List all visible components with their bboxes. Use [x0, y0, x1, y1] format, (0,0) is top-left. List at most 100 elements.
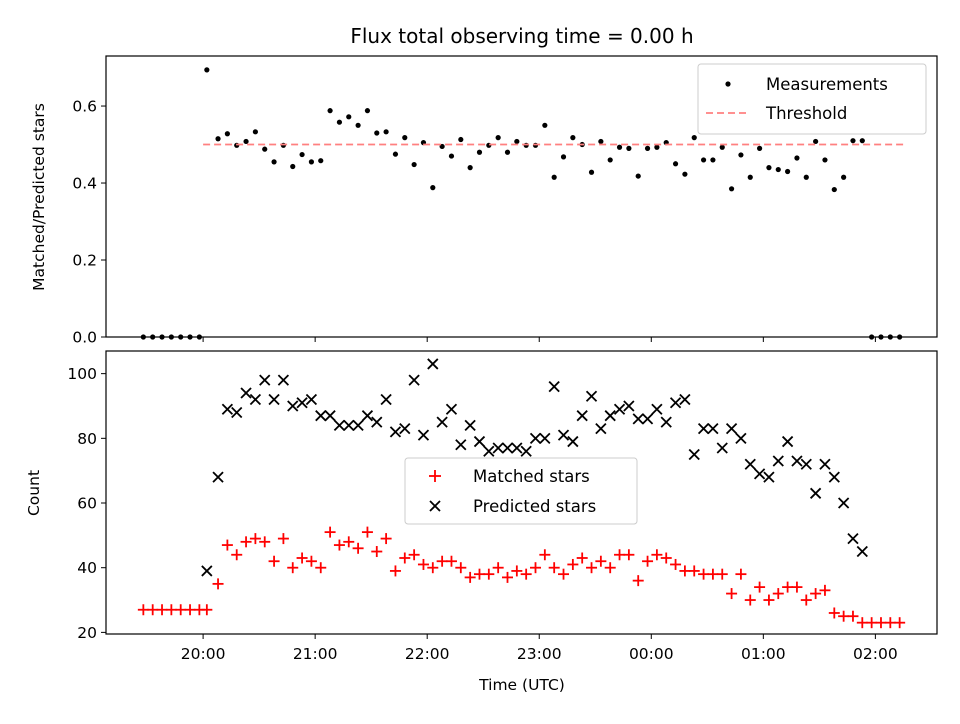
measurement-point: [635, 173, 641, 179]
matched-star-point: [828, 607, 840, 619]
matched-star-point: [352, 542, 364, 554]
measurement-point: [766, 165, 772, 171]
predicted-star-point: [595, 422, 607, 435]
matched-star-point: [427, 562, 439, 574]
predicted-star-point: [791, 455, 803, 467]
measurement-point: [813, 138, 819, 145]
legend-measurements-marker: [725, 81, 731, 87]
matched-star-point: [856, 617, 868, 629]
y-tick-label: 40: [77, 559, 97, 577]
matched-star-point: [604, 562, 616, 574]
predicted-star-point: [492, 442, 504, 454]
matched-star-point: [408, 549, 420, 561]
matched-star-point: [688, 565, 700, 577]
measurement-point: [448, 153, 455, 159]
measurement-point: [364, 108, 371, 114]
predicted-star-point: [268, 393, 280, 406]
predicted-star-point: [417, 429, 430, 441]
matched-star-point: [735, 568, 747, 580]
matched-star-point: [380, 533, 392, 545]
predicted-star-point: [380, 393, 392, 406]
measurement-point: [271, 159, 277, 165]
measurement-point: [262, 146, 268, 152]
predicted-star-point: [716, 442, 728, 454]
matched-star-point: [240, 536, 252, 548]
predicted-star-point: [259, 374, 271, 386]
measurement-point: [411, 161, 417, 168]
predicted-star-point: [473, 435, 486, 448]
measurement-point: [383, 129, 389, 135]
matched-star-point: [642, 555, 654, 567]
y-tick-label: 0.4: [72, 175, 97, 193]
measurement-point: [682, 171, 688, 177]
predicted-star-point: [483, 445, 495, 457]
matched-star-point: [782, 581, 794, 593]
matched-star-point: [819, 584, 831, 596]
predicted-star-point: [501, 442, 514, 454]
bottom-y-axis-label: Count: [25, 470, 43, 516]
y-tick-label: 0.6: [72, 98, 97, 116]
matched-star-point: [184, 604, 196, 616]
matched-star-point: [567, 558, 579, 570]
matched-star-point: [399, 552, 411, 564]
measurement-point: [551, 174, 557, 180]
matched-star-point: [277, 533, 289, 545]
matched-star-point: [137, 604, 149, 616]
bottom-x-axis: 20:00 21:00 22:00 23:00 00:00 01:00 02:00: [181, 634, 898, 663]
predicted-star-point: [847, 532, 859, 545]
predicted-star-point: [669, 397, 682, 409]
measurement-point: [290, 163, 296, 170]
matched-star-point: [670, 558, 682, 570]
predicted-star-point: [240, 387, 252, 399]
measurement-point: [458, 136, 464, 143]
measurement-point: [756, 145, 763, 151]
measurement-point: [626, 145, 632, 151]
matched-star-point: [231, 549, 243, 561]
measurement-point: [719, 144, 725, 150]
matched-star-point: [221, 539, 233, 551]
predicted-star-point: [809, 487, 822, 499]
bottom-legend: Matched stars Predicted stars: [404, 457, 638, 525]
predicted-star-point: [464, 419, 476, 432]
predicted-star-point: [343, 419, 355, 432]
measurement-point: [336, 119, 343, 125]
measurement-point: [850, 138, 856, 144]
matched-star-point: [539, 549, 551, 561]
predicted-star-point: [427, 358, 439, 370]
top-legend-box: [697, 63, 927, 135]
predicted-star-point: [539, 432, 551, 444]
measurement-point: [588, 169, 595, 175]
matched-star-point: [501, 571, 513, 583]
measurement-point: [542, 122, 548, 128]
matched-star-point: [287, 562, 299, 574]
matched-star-point: [147, 604, 159, 616]
matched-star-point: [175, 604, 187, 616]
predicted-star-point: [520, 445, 532, 457]
x-tick-label: 02:00: [853, 645, 898, 663]
measurement-point: [252, 129, 258, 135]
predicted-star-point: [361, 410, 374, 422]
predicted-star-point: [557, 429, 570, 441]
matched-star-point: [324, 526, 336, 538]
predicted-star-point: [389, 426, 402, 438]
matched-star-point: [315, 562, 327, 574]
matched-star-point: [838, 610, 850, 622]
top-y-axis-label: Matched/Predicted stars: [30, 103, 48, 291]
measurement-point: [859, 138, 865, 144]
predicted-star-point: [837, 497, 850, 509]
x-tick-label: 20:00: [181, 645, 226, 663]
measurement-point: [392, 151, 399, 157]
measurement-point: [710, 157, 716, 163]
matched-star-point: [679, 565, 691, 577]
y-tick-label: 60: [77, 495, 97, 513]
measurement-point: [775, 166, 781, 173]
matched-star-point: [698, 568, 710, 580]
top-axes-frame: [105, 55, 938, 338]
measurement-point: [467, 165, 473, 171]
top-y-axis: 0.0 0.2 0.4 0.6: [72, 98, 106, 347]
y-tick-label: 0.2: [72, 252, 97, 270]
matched-star-point: [651, 549, 663, 561]
predicted-star-point: [529, 432, 542, 444]
predicted-star-point: [604, 410, 616, 422]
